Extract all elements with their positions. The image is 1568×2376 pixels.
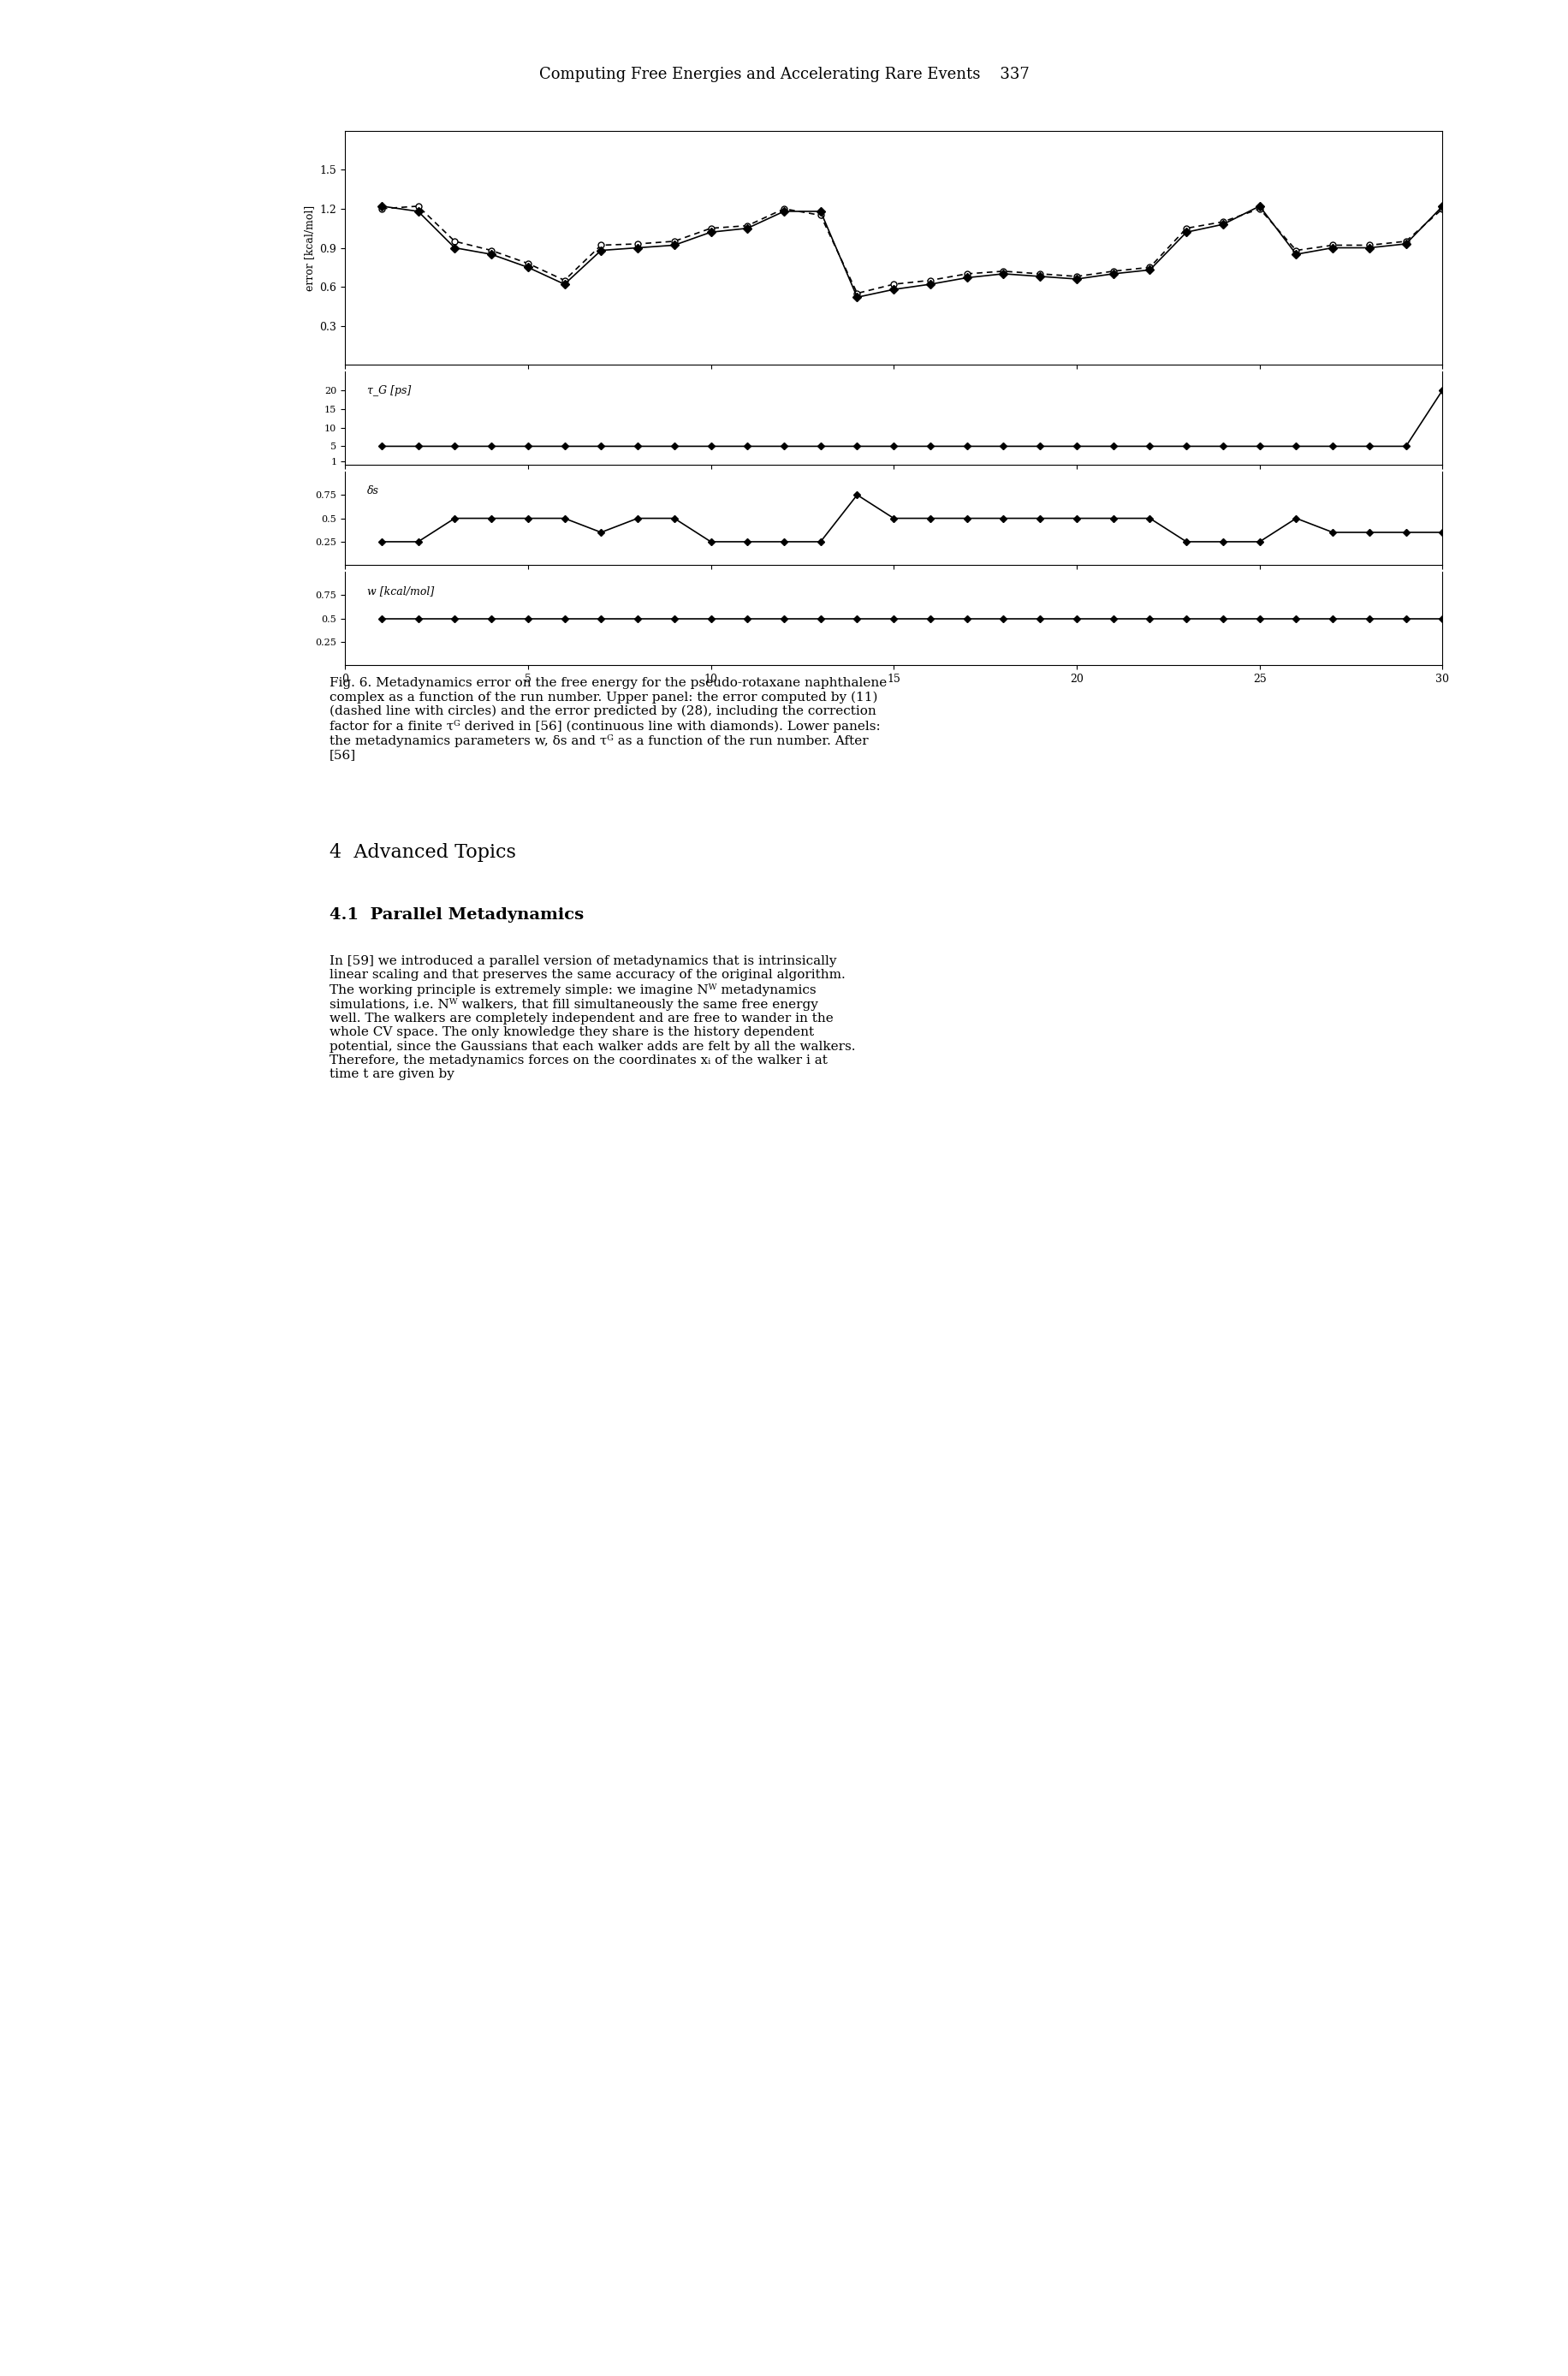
Text: 4  Advanced Topics: 4 Advanced Topics bbox=[329, 843, 516, 862]
Text: 4.1  Parallel Metadynamics: 4.1 Parallel Metadynamics bbox=[329, 908, 583, 922]
Text: In [59] we introduced a parallel version of metadynamics that is intrinsically
l: In [59] we introduced a parallel version… bbox=[329, 955, 855, 1081]
Text: Computing Free Energies and Accelerating Rare Events    337: Computing Free Energies and Accelerating… bbox=[539, 67, 1029, 81]
Text: τ_G [ps]: τ_G [ps] bbox=[367, 385, 411, 397]
Text: Fig. 6. Metadynamics error on the free energy for the pseudo-rotaxane naphthalen: Fig. 6. Metadynamics error on the free e… bbox=[329, 677, 886, 760]
Y-axis label: error [kcal/mol]: error [kcal/mol] bbox=[304, 204, 315, 290]
Text: δs: δs bbox=[367, 485, 379, 497]
Text: w [kcal/mol]: w [kcal/mol] bbox=[367, 584, 434, 596]
